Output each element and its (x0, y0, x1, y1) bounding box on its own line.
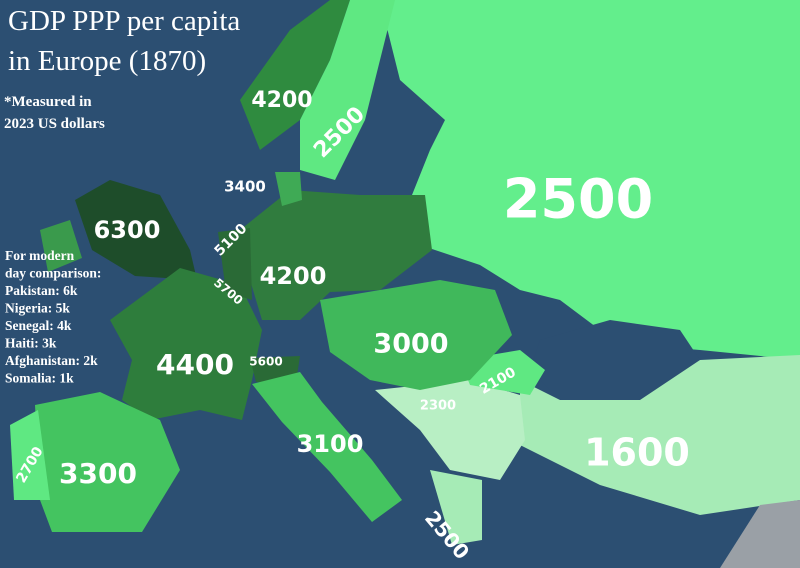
greece (430, 470, 482, 545)
denmark (275, 172, 302, 206)
russia (380, 0, 800, 360)
region-value: 1600 (584, 431, 690, 475)
region-value: 3000 (373, 329, 448, 360)
title: GDP PPP per capita (8, 5, 240, 37)
comparison-line: Nigeria: 5k (5, 301, 70, 316)
germany (240, 190, 432, 320)
comparison-line: Afghanistan: 2k (5, 353, 98, 368)
region-value: 3300 (59, 457, 137, 490)
comparison-line: Haiti: 3k (5, 336, 57, 351)
portugal (10, 410, 50, 500)
region-value: 3100 (297, 430, 364, 458)
region-value: 3400 (224, 178, 266, 196)
title: in Europe (1870) (8, 45, 206, 77)
italy (252, 372, 402, 522)
africa (720, 500, 800, 568)
note: *Measured in (4, 94, 92, 110)
region-value: 5600 (249, 355, 282, 369)
ireland (40, 220, 82, 272)
uk (75, 180, 197, 280)
comparison-line: Senegal: 4k (5, 318, 72, 333)
ottoman (520, 355, 800, 515)
france (110, 268, 262, 420)
comparison-line: Pakistan: 6k (5, 283, 78, 298)
austria-hungary (320, 280, 512, 390)
comparison-line: day comparison: (5, 266, 101, 281)
norway (240, 0, 350, 150)
region-value: 4200 (260, 262, 327, 290)
sweden (300, 0, 395, 180)
comparison-line: For modern (5, 248, 75, 263)
region-value: 2500 (503, 168, 653, 231)
region-value: 2300 (420, 399, 456, 414)
balkans (375, 380, 525, 480)
low-countries (218, 228, 252, 300)
comparison-line: Somalia: 1k (5, 371, 74, 386)
region-value: 4200 (251, 88, 312, 113)
black-sea (530, 320, 700, 400)
spain (35, 392, 180, 532)
region-value: 6300 (94, 216, 161, 244)
region-value: 4400 (156, 348, 234, 381)
note: 2023 US dollars (4, 116, 105, 132)
